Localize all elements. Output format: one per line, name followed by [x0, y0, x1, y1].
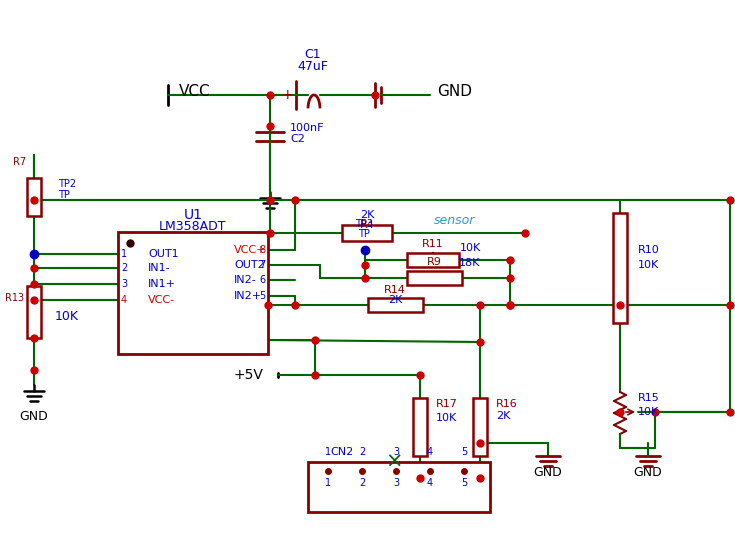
Text: 3: 3: [393, 478, 399, 488]
Bar: [413, 398, 427, 456]
Text: R17: R17: [436, 399, 458, 409]
Text: 2: 2: [359, 447, 365, 457]
Text: 100nF: 100nF: [290, 123, 324, 133]
Bar: [613, 213, 627, 323]
Text: 47uF: 47uF: [298, 61, 329, 74]
Text: 10K: 10K: [638, 260, 659, 270]
Text: GND: GND: [634, 466, 662, 480]
Text: LM358ADT: LM358ADT: [159, 220, 227, 232]
Text: 2K: 2K: [360, 210, 374, 220]
Text: IN1+: IN1+: [148, 279, 176, 289]
Bar: [368, 298, 423, 312]
Text: U1: U1: [184, 208, 203, 222]
Text: 8: 8: [259, 245, 265, 255]
Text: 10K: 10K: [55, 310, 79, 322]
Text: OUT1: OUT1: [148, 249, 179, 259]
Bar: [407, 271, 462, 285]
Text: R14: R14: [384, 285, 406, 295]
Bar: [407, 253, 459, 267]
Text: 10K: 10K: [436, 413, 457, 423]
Text: 1: 1: [325, 447, 331, 457]
Text: IN1-: IN1-: [148, 263, 171, 273]
Text: C1: C1: [305, 49, 321, 61]
Text: 2: 2: [121, 263, 127, 273]
Bar: [473, 398, 487, 456]
Text: R9: R9: [426, 257, 442, 267]
Text: 3: 3: [393, 447, 399, 457]
Text: 4: 4: [427, 447, 433, 457]
Text: 7: 7: [259, 260, 265, 270]
Text: 2K: 2K: [388, 295, 402, 305]
Text: GND: GND: [20, 409, 49, 423]
Bar: [308, 462, 490, 512]
Text: 1: 1: [121, 249, 127, 259]
Text: 4: 4: [121, 295, 127, 305]
Text: 2K: 2K: [496, 411, 510, 421]
Text: 2: 2: [359, 478, 365, 488]
Text: ×: ×: [385, 452, 403, 472]
Text: R11: R11: [422, 239, 444, 249]
Text: TP: TP: [58, 190, 70, 200]
Bar: [27, 286, 41, 338]
Text: 10K: 10K: [459, 243, 481, 253]
Text: 1: 1: [325, 478, 331, 488]
Text: VCC-: VCC-: [148, 295, 175, 305]
Text: R13: R13: [5, 293, 24, 303]
Bar: [27, 178, 41, 216]
Text: TP: TP: [358, 229, 370, 239]
Text: 4: 4: [427, 478, 433, 488]
Text: R16: R16: [496, 399, 517, 409]
Text: C2: C2: [290, 134, 305, 144]
Text: 10K: 10K: [638, 407, 659, 417]
Text: IN2-: IN2-: [234, 275, 257, 285]
Text: CN2: CN2: [330, 447, 354, 457]
Text: GND: GND: [437, 85, 473, 100]
Text: OUT2: OUT2: [234, 260, 265, 270]
Bar: [342, 225, 392, 241]
Text: R10: R10: [638, 245, 660, 255]
Text: GND: GND: [534, 466, 562, 480]
Bar: [118, 232, 268, 354]
Text: 5: 5: [461, 478, 467, 488]
Text: R15: R15: [638, 393, 660, 403]
Text: VCC: VCC: [179, 85, 211, 100]
Text: +: +: [282, 88, 293, 102]
Text: 5: 5: [461, 447, 467, 457]
Text: IN2+: IN2+: [234, 291, 262, 301]
Text: 6: 6: [259, 275, 265, 285]
Text: R4: R4: [359, 220, 374, 230]
Text: VCC+: VCC+: [234, 245, 267, 255]
Text: 3: 3: [121, 279, 127, 289]
Text: R7: R7: [13, 157, 26, 167]
Text: sensor: sensor: [434, 214, 476, 227]
Text: 18K: 18K: [459, 258, 481, 268]
Text: +5V: +5V: [233, 368, 263, 382]
Text: TP3: TP3: [355, 219, 373, 229]
Text: 5: 5: [259, 291, 265, 301]
Text: TP2: TP2: [58, 179, 76, 189]
